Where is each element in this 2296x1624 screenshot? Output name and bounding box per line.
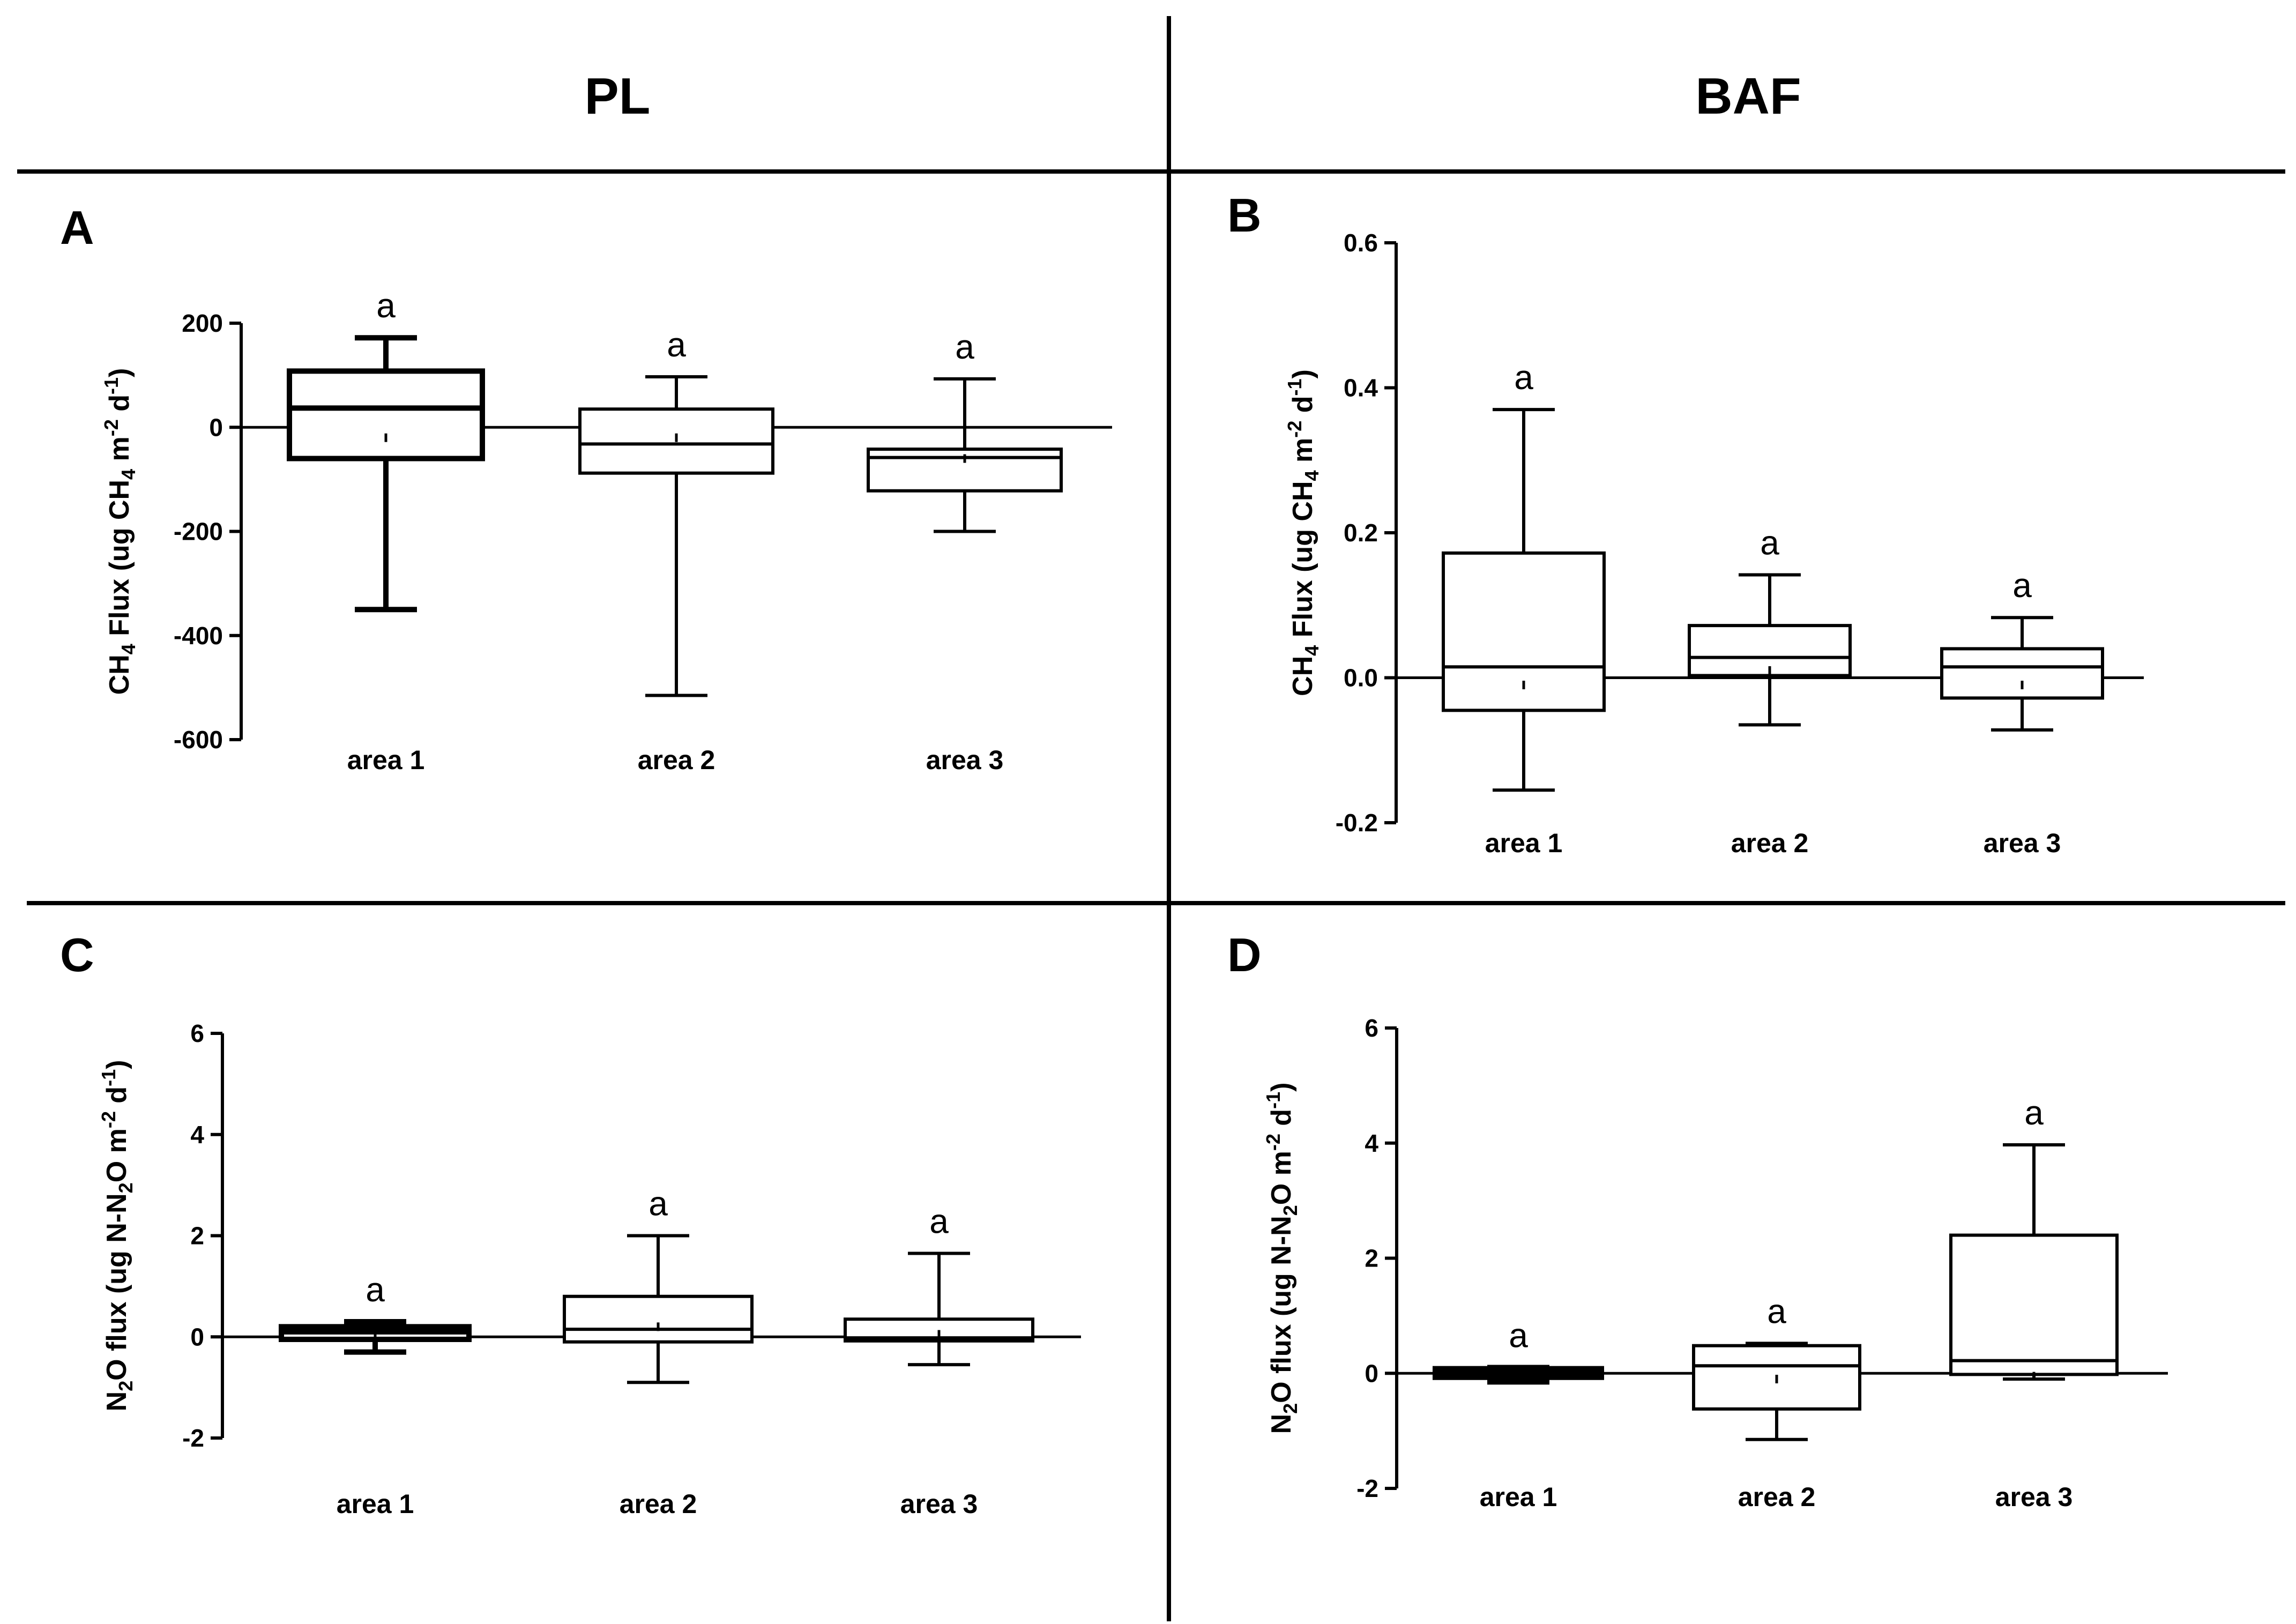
panel-letter: D (1227, 928, 1262, 981)
y-axis-label: CH4​ Flux (ug CH4​ m-2​ d-1​) (100, 368, 139, 695)
y-tick-label: -600 (174, 726, 223, 754)
category-label: area 3 (900, 1489, 978, 1519)
panel-b-ch4-baf: B 0.6 0.4 0.2 0.0 -0.2 CH4​ Flux (ug CH4​ m-2… (1227, 189, 2144, 858)
y-tick-label: 0.4 (1344, 374, 1378, 402)
y-tick-label: 0 (190, 1323, 204, 1351)
significance-letter: a (2024, 1093, 2044, 1132)
y-tick-label: 200 (182, 309, 223, 337)
category-label: area 2 (620, 1489, 697, 1519)
y-axis-label-part: d (1287, 396, 1318, 421)
significance-letter: a (1767, 1292, 1786, 1330)
y-axis-label-part: 2 (115, 1182, 137, 1193)
y-axis-label-part: O m (1266, 1151, 1297, 1205)
category-label: area 3 (1984, 828, 2061, 858)
y-axis-label-part: ) (1287, 369, 1318, 378)
y-tick-label: -400 (174, 622, 223, 650)
y-tick-label: -0.2 (1336, 809, 1378, 837)
y-tick-label: 2 (190, 1222, 204, 1250)
y-axis-label-part: 2 (1279, 1403, 1301, 1414)
y-axis-label-part: d (1266, 1109, 1297, 1134)
significance-letter: a (648, 1185, 668, 1223)
y-axis-label-part: -2 (1284, 421, 1306, 438)
box (563, 1294, 754, 1344)
y-tick-label: -2 (1356, 1474, 1378, 1502)
y-axis-label-part: -1 (98, 1069, 120, 1086)
y-axis-label-part: N (101, 1391, 132, 1412)
category-label: area 2 (1738, 1482, 1816, 1512)
y-tick-label: 0 (1365, 1359, 1378, 1387)
y-tick-label: 0 (209, 413, 223, 441)
y-axis-label-part: d (101, 1086, 132, 1111)
y-axis-label: CH4​ Flux (ug CH4​ m-2​ d-1​) (1284, 369, 1323, 696)
y-axis-label-part: CH (1287, 656, 1318, 696)
y-axis-label-part: N (1266, 1414, 1297, 1434)
y-axis-label-part: 2 (115, 1381, 137, 1391)
y-axis-label-part: -2 (1262, 1134, 1284, 1151)
significance-letter: a (1514, 358, 1533, 397)
panel-letter: B (1227, 189, 1262, 242)
y-tick-label: -2 (182, 1424, 204, 1452)
y-axis-label-part: -1 (100, 377, 122, 394)
panel-letter: A (60, 201, 94, 254)
y-axis-label-part: 4 (117, 644, 139, 654)
y-axis-label-part: 4 (1301, 645, 1323, 656)
category-label: area 1 (1480, 1482, 1557, 1512)
y-axis-label-part: m (104, 436, 135, 469)
y-axis-label-part: 4 (1301, 470, 1323, 481)
y-axis-label-part: ) (104, 368, 135, 377)
y-tick-label: 0.0 (1344, 664, 1378, 692)
significance-letter: a (1760, 523, 1779, 562)
y-axis-label: N2​O flux (ug N-N2​O m-2​ d-1​) (1262, 1083, 1301, 1434)
significance-letter: a (2012, 566, 2032, 605)
category-label: area 1 (347, 745, 425, 775)
y-axis-label-part: ) (1266, 1083, 1297, 1092)
y-axis-label: N2​O flux (ug N-N2​O m-2​ d-1​) (98, 1060, 137, 1412)
y-axis-label-part: d (104, 394, 135, 419)
category-label: area 3 (926, 745, 1004, 775)
box (287, 368, 485, 461)
y-axis-label-part: Flux (ug CH (104, 480, 135, 644)
y-axis-label-part: 2 (1279, 1205, 1301, 1216)
y-axis-label-part: ) (101, 1060, 132, 1069)
y-axis-label-part: -2 (98, 1111, 120, 1128)
y-axis-label-part: O m (101, 1128, 132, 1182)
y-axis-label-part: O flux (ug N-N (1266, 1216, 1297, 1403)
significance-letter: a (667, 325, 686, 364)
significance-letter: a (1509, 1316, 1528, 1355)
significance-letter: a (955, 327, 974, 366)
y-tick-label: 0.6 (1344, 229, 1378, 257)
y-axis-label-part: 4 (117, 469, 139, 480)
column-header-pl: PL (585, 68, 651, 125)
category-label: area 2 (638, 745, 715, 775)
y-tick-label: 4 (190, 1121, 204, 1149)
y-tick-label: 6 (190, 1019, 204, 1047)
y-axis-label-part: O flux (ug N-N (101, 1193, 132, 1381)
y-axis-label-part: Flux (ug CH (1287, 481, 1318, 645)
y-axis-label-part: -1 (1262, 1092, 1284, 1109)
category-label: area 2 (1731, 828, 1809, 858)
column-header-baf: BAF (1695, 68, 1801, 125)
category-label: area 1 (1485, 828, 1563, 858)
y-tick-label: 4 (1365, 1129, 1378, 1157)
significance-letter: a (366, 1270, 385, 1309)
y-axis-label-part: -1 (1284, 379, 1306, 396)
y-tick-label: 0.2 (1344, 519, 1378, 547)
box (1949, 1233, 2119, 1376)
y-axis-label-part: m (1287, 438, 1318, 471)
y-axis-label-part: -2 (100, 419, 122, 436)
significance-letter: a (376, 286, 396, 325)
y-tick-label: -200 (174, 518, 223, 546)
significance-letter: a (929, 1202, 949, 1241)
panel-a-ch4-pl: A 200 0 -200 -400 -600 CH4​ Flux (ug CH4​ m-2… (60, 201, 1112, 775)
category-label: area 3 (1995, 1482, 2073, 1512)
y-tick-label: 6 (1365, 1014, 1378, 1042)
category-label: area 1 (337, 1489, 414, 1519)
panel-letter: C (60, 928, 94, 981)
box (1940, 647, 2104, 700)
y-tick-label: 2 (1365, 1245, 1378, 1272)
y-axis-label-part: CH (104, 654, 135, 695)
